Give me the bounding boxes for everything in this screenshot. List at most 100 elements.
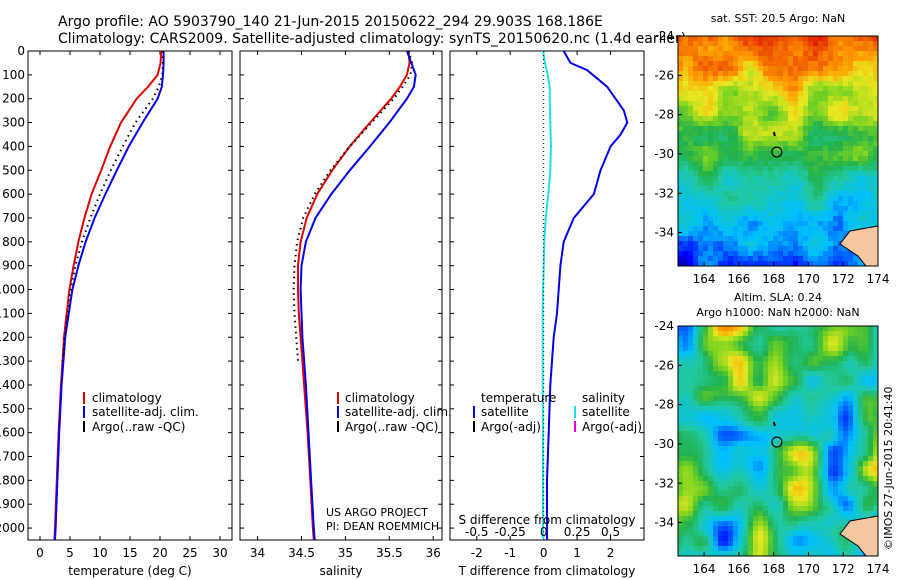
map-cell [728, 511, 734, 517]
map-cell [743, 326, 749, 332]
map-cell [848, 96, 854, 102]
map-cell [778, 186, 784, 192]
map-cell [693, 501, 699, 507]
map-cell [778, 361, 784, 367]
map-cell [783, 326, 789, 332]
map-cell [698, 191, 704, 197]
map-cell [813, 541, 819, 547]
map-cell [818, 136, 824, 142]
map-cell [738, 326, 744, 332]
map-cell [708, 456, 714, 462]
map-cell [813, 501, 819, 507]
map-cell [763, 326, 769, 332]
map-cell [818, 546, 824, 552]
map-cell [728, 136, 734, 142]
map-cell [743, 246, 749, 252]
map-cell [828, 401, 834, 407]
map-cell [758, 416, 764, 422]
map-cell [693, 401, 699, 407]
map-cell [698, 86, 704, 92]
map-cell [853, 461, 859, 467]
map-cell [788, 426, 794, 432]
map-cell [718, 466, 724, 472]
map-cell [748, 326, 754, 332]
map-cell [833, 126, 839, 132]
map-cell [823, 466, 829, 472]
map-cell [723, 56, 729, 62]
map-cell [858, 481, 864, 487]
map-cell [818, 36, 824, 42]
map-cell [733, 331, 739, 337]
map-cell [758, 211, 764, 217]
map-cell [708, 341, 714, 347]
map-cell [813, 386, 819, 392]
map-cell [713, 116, 719, 122]
map-cell [723, 331, 729, 337]
map-cell [808, 411, 814, 417]
map-cell [758, 526, 764, 532]
map-cell [733, 411, 739, 417]
map-cell [728, 131, 734, 137]
map-cell [733, 71, 739, 77]
map-cell [693, 391, 699, 397]
map-cell [678, 76, 684, 82]
map-cell [873, 446, 878, 452]
map-cell [853, 151, 859, 157]
map-cell [753, 91, 759, 97]
map-cell [813, 476, 819, 482]
temperature-xlabel: temperature (deg C) [68, 564, 191, 578]
map-cell [848, 491, 854, 497]
map-cell [758, 46, 764, 52]
map-cell [763, 216, 769, 222]
map-cell [743, 136, 749, 142]
map-cell [723, 151, 729, 157]
map-cell [823, 161, 829, 167]
map-cell [873, 466, 878, 472]
map-cell [803, 351, 809, 357]
map-cell [798, 451, 804, 457]
map-cell [783, 46, 789, 52]
map-cell [828, 346, 834, 352]
map-cell [698, 421, 704, 427]
map-cell [728, 161, 734, 167]
map-cell [828, 361, 834, 367]
map-cell [848, 461, 854, 467]
map-cell [698, 536, 704, 542]
map-cell [783, 466, 789, 472]
map-cell [783, 371, 789, 377]
map-cell [758, 206, 764, 212]
map-cell [793, 251, 799, 257]
map-cell [788, 526, 794, 532]
map-cell [853, 411, 859, 417]
map-cell [693, 156, 699, 162]
map-cell [718, 166, 724, 172]
map-cell [758, 76, 764, 82]
map-cell [808, 131, 814, 137]
map-cell [868, 486, 874, 492]
map-cell [723, 146, 729, 152]
map-cell [693, 421, 699, 427]
map-cell [728, 251, 734, 257]
map-cell [798, 81, 804, 87]
map-cell [788, 511, 794, 517]
map-cell [688, 376, 694, 382]
map-cell [683, 331, 689, 337]
map-cell [708, 371, 714, 377]
map-cell [793, 341, 799, 347]
map-cell [698, 76, 704, 82]
map-cell [698, 206, 704, 212]
map-cell [728, 436, 734, 442]
map-cell [873, 366, 878, 372]
map-cell [723, 221, 729, 227]
map-cell [758, 71, 764, 77]
map-cell [703, 491, 709, 497]
map-cell [683, 151, 689, 157]
map-cell [783, 471, 789, 477]
map-cell [868, 421, 874, 427]
map-y-tick-label: -30 [654, 437, 674, 451]
map-cell [803, 361, 809, 367]
map-cell [738, 376, 744, 382]
map-cell [788, 201, 794, 207]
map-cell [683, 136, 689, 142]
map-cell [863, 196, 869, 202]
